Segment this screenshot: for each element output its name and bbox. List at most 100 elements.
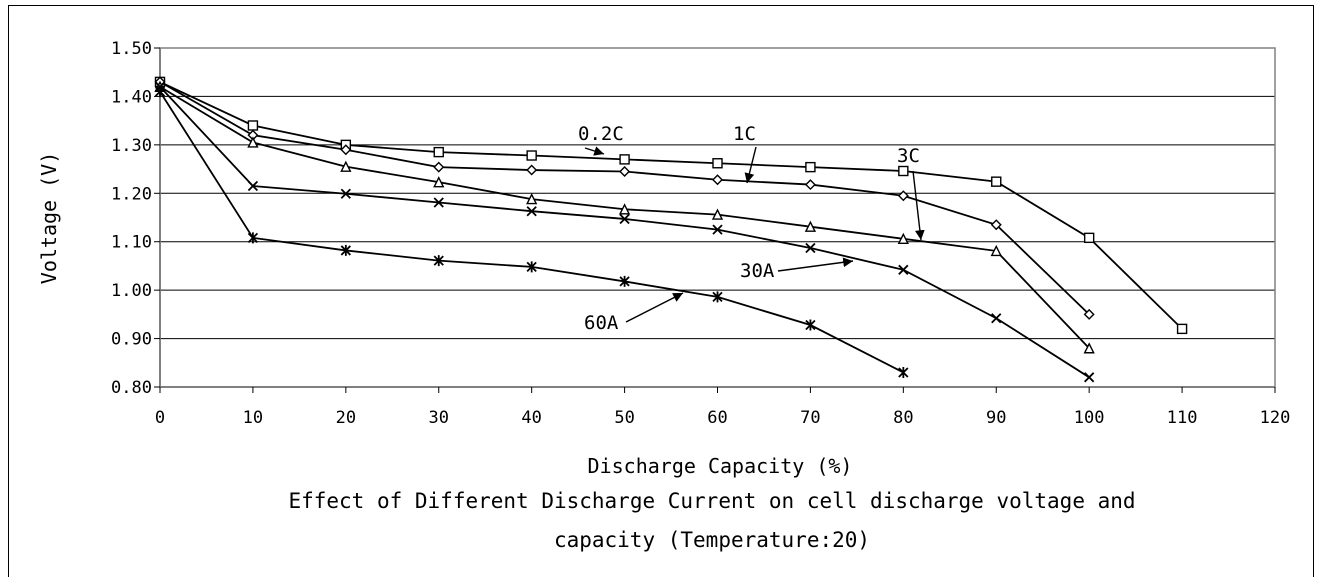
data-point [340, 160, 352, 172]
y-tick-label: 1.40 [111, 87, 152, 107]
data-point [990, 219, 1002, 231]
data-point [804, 220, 817, 232]
annotation-arrow [777, 257, 854, 272]
data-point [340, 188, 351, 199]
data-point [898, 165, 909, 177]
x-tick-label: 90 [986, 408, 1006, 428]
data-point [712, 291, 723, 303]
annotation-group: 0.2C 1C 3C 30A 60A [578, 123, 925, 334]
data-point [805, 242, 816, 254]
x-tick-label: 70 [800, 408, 820, 428]
data-point [619, 154, 630, 165]
x-tick-label: 100 [1074, 408, 1105, 428]
data-point [618, 203, 631, 215]
annotation-label: 3C [897, 145, 920, 167]
data-point [247, 180, 259, 192]
annotation-3c: 3C [897, 145, 925, 241]
annotation-60a: 60A [584, 292, 684, 334]
x-tick-label: 40 [521, 408, 541, 428]
data-point [897, 190, 909, 202]
data-point [898, 264, 909, 275]
annotation-label: 1C [733, 123, 756, 145]
data-point [433, 176, 445, 188]
data-point [526, 206, 537, 217]
data-point [526, 193, 538, 205]
annotation-arrow [625, 292, 684, 323]
data-point [154, 86, 166, 98]
data-point [433, 161, 445, 173]
data-point [619, 275, 630, 287]
data-point [526, 150, 537, 161]
data-point [990, 244, 1002, 257]
annotation-arrow [744, 146, 757, 184]
annotation-1c: 1C [733, 123, 757, 184]
data-point [619, 166, 631, 177]
data-point [712, 158, 723, 169]
data-point [712, 224, 723, 235]
y-tick-label: 1.20 [111, 184, 152, 204]
x-tick-label: 50 [614, 408, 634, 428]
data-point [247, 120, 259, 131]
x-tick-label: 120 [1260, 408, 1291, 428]
caption-line-2: capacity (Temperature:20) [554, 528, 870, 552]
x-tick-label: 80 [893, 408, 913, 428]
annotation-arrow [912, 170, 925, 241]
data-point [898, 366, 909, 378]
data-point [805, 319, 816, 331]
x-tick-label: 20 [336, 408, 356, 428]
y-tick-label: 0.90 [111, 330, 152, 350]
series-line [159, 86, 1090, 379]
series-line [159, 85, 1090, 349]
annotation-30a: 30A [740, 257, 854, 282]
data-point [433, 146, 444, 158]
series-3c [154, 80, 1095, 354]
y-tick-label: 0.80 [111, 378, 152, 398]
data-point [340, 144, 352, 156]
annotation-label: 60A [584, 312, 619, 334]
annotation-02c: 0.2C [578, 123, 624, 156]
data-point [619, 213, 630, 225]
data-point [805, 161, 816, 173]
data-point [712, 174, 723, 186]
data-point [897, 232, 909, 245]
y-axis-label: Voltage (V) [37, 152, 61, 284]
x-tick-label: 110 [1167, 408, 1198, 428]
data-point [1176, 323, 1188, 335]
data-point [526, 261, 537, 273]
series-02c [154, 76, 1188, 335]
data-point [1083, 342, 1095, 354]
y-tick-label: 1.10 [111, 233, 152, 253]
data-point [433, 197, 444, 208]
data-point [804, 179, 816, 191]
data-point [991, 313, 1002, 324]
y-tick-label: 1.50 [111, 39, 152, 59]
y-axis-ticks: 1.50 1.40 1.30 1.20 1.10 1.00 0.90 0.80 [111, 39, 160, 398]
x-tick-label: 30 [429, 408, 449, 428]
series-30a [154, 81, 1095, 383]
annotation-label: 30A [740, 260, 775, 282]
data-point [991, 176, 1002, 187]
y-tick-label: 1.00 [111, 281, 152, 301]
chart-frame [8, 5, 1314, 577]
x-tick-label: 10 [243, 408, 263, 428]
data-point [247, 232, 259, 244]
data-point [1083, 232, 1095, 244]
data-point [1083, 308, 1095, 320]
x-tick-label: 0 [155, 408, 165, 428]
x-axis-label: Discharge Capacity (%) [588, 454, 853, 478]
data-point [340, 244, 351, 256]
caption-line-1: Effect of Different Discharge Current on… [288, 489, 1135, 513]
series-60a [154, 86, 909, 378]
annotation-label: 0.2C [578, 123, 624, 145]
x-tick-label: 60 [707, 408, 727, 428]
series-group [154, 76, 1188, 383]
annotation-arrow [584, 146, 605, 156]
data-point [247, 136, 259, 148]
data-point [1084, 372, 1095, 383]
y-tick-label: 1.30 [111, 136, 152, 156]
series-line [159, 81, 1183, 330]
data-point [711, 208, 724, 220]
data-point [433, 255, 444, 267]
series-line [159, 91, 904, 374]
